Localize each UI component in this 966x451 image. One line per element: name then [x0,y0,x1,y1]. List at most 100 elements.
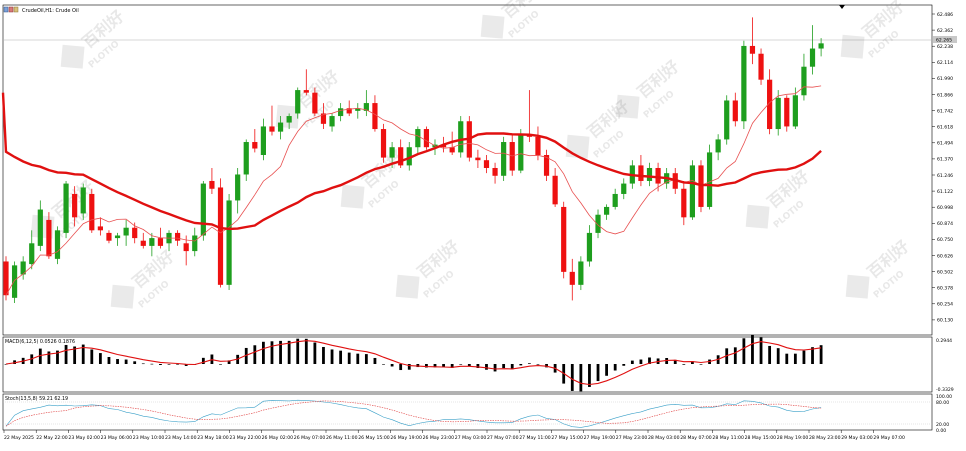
candle [501,136,507,181]
candle [561,201,567,279]
time-tick-label: 23 May 18:00 [197,435,229,441]
candle [338,103,344,122]
time-tick-label: 27 May 07:00 [487,435,519,441]
macd-bar [485,364,488,370]
time-tick-label: 22 May 2025 [4,435,34,441]
candle [492,162,498,184]
macd-bar [751,334,754,364]
price-tick-label: 60.130 [937,318,953,324]
candle [552,167,558,207]
candle [106,230,112,244]
time-tick-label: 27 May 23:00 [616,435,648,441]
macd-bar [742,338,746,364]
candle [3,256,9,301]
macd-bar [476,364,480,369]
macd-bar [279,340,282,364]
candle [749,17,756,65]
macd-bar [691,361,694,364]
candle [200,180,206,241]
candle [449,131,455,156]
macd-bar [38,348,42,364]
candle [346,100,352,117]
time-tick-label: 23 May 14:00 [165,435,197,441]
candle [406,142,412,171]
candle [578,256,584,291]
price-tick-label: 60.254 [937,302,953,308]
time-tick-label: 23 May 10:00 [133,435,165,441]
macd-bar [64,344,68,364]
candle [355,103,361,119]
candle [569,258,575,301]
macd-bar [373,357,377,364]
candle [46,212,52,259]
price-tick-label: 60.378 [937,286,953,292]
time-tick-label: 28 May 03:00 [648,435,680,441]
candle [784,95,790,132]
current-price-label: 62.265 [936,38,952,44]
macd-bar [622,364,626,366]
macd-bar [304,338,308,364]
stoch-panel-border [2,393,933,431]
candle [11,261,18,304]
candle [483,155,490,174]
chart-shift-marker[interactable] [839,5,845,9]
ma-slow-line [1,92,822,231]
macd-bar [502,364,506,369]
candle [681,180,687,226]
candle [123,219,129,246]
price-tick-label: 61.122 [937,189,953,195]
price-tick-label: 61.370 [937,157,953,163]
macd-bar [227,360,231,364]
macd-bar [287,340,291,364]
candle [140,232,146,249]
macd-bar [81,344,85,364]
macd-bar [356,353,360,364]
stoch-signal-line [5,400,822,427]
macd-bar [785,353,789,364]
time-tick-label: 27 May 03:00 [455,435,487,441]
time-tick-label: 23 May 22:00 [229,435,261,441]
candle [595,209,601,239]
candle [741,40,747,130]
candle [775,90,781,136]
macd-bar [141,363,145,365]
candle [724,95,730,145]
macd-bar [416,364,420,368]
macd-bar [124,359,128,364]
macd-bar [184,364,188,366]
macd-axis-top: 0.2944 [936,338,952,344]
macd-bar [510,364,514,370]
candle [792,87,798,130]
macd-bar [330,349,334,364]
macd-bar [73,346,77,364]
macd-bar [450,364,454,368]
time-tick-label: 26 May 23:00 [423,435,455,441]
price-tick-label: 62.238 [937,44,953,50]
candle [149,232,155,257]
macd-bar [270,341,274,364]
stoch-axis-top: 100.00 [936,394,952,400]
stoch-axis-bottom: 0.00 [936,428,946,434]
candle [646,162,653,187]
time-tick-label: 28 May 19:00 [777,435,809,441]
macd-bar [399,364,403,371]
candle [809,25,816,75]
candle [638,155,644,187]
candle [29,230,35,270]
macd-bar [768,345,772,364]
chart-window-icon [3,6,19,13]
stoch-axis-20: 20.00 [936,422,949,428]
candle [235,167,241,214]
candle [612,188,618,210]
candle [689,160,695,220]
macd-bar [347,352,351,364]
candle [475,149,481,168]
time-tick-label: 26 May 11:00 [326,435,358,441]
price-tick-label: 60.998 [937,205,953,211]
time-tick-label: 26 May 15:00 [358,435,390,441]
main-panel-border [2,4,933,336]
candle [320,103,327,130]
price-tick-label: 61.742 [937,108,953,114]
